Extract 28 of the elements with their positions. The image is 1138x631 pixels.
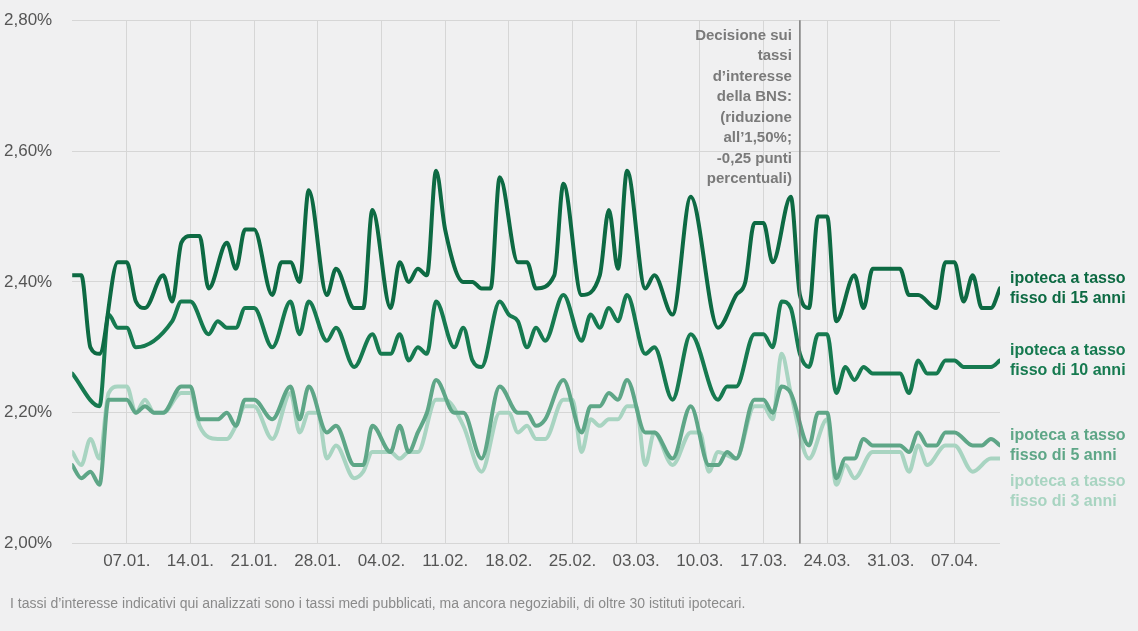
y-tick-label: 2,80% xyxy=(4,9,53,29)
x-tick-label: 18.02. xyxy=(485,551,533,571)
x-tick-label: 17.03. xyxy=(739,551,788,571)
x-tick-label: 31.03. xyxy=(867,551,915,571)
line-series xyxy=(72,378,1000,487)
series-label: ipoteca a tasso fisso di 5 anni xyxy=(1010,425,1126,463)
x-tick-label: 21.01. xyxy=(230,551,278,571)
x-tick-label: 24.03. xyxy=(803,551,851,571)
x-tick-label: 25.02. xyxy=(548,551,597,571)
y-tick-label: 2,60% xyxy=(4,140,53,160)
line-series xyxy=(72,292,1000,409)
text: I tassi d’interesse indicativi qui analizzati sono i tassi medi pubblicati, ma ancora negoziabili, di oltre 30 istituti ipotecari. xyxy=(10,594,747,612)
x-tick-label: 11.02. xyxy=(422,551,469,571)
line-series xyxy=(72,168,1000,356)
series-label: ipoteca a tasso fisso di 15 anni xyxy=(1010,268,1126,306)
x-tick-label: 07.01. xyxy=(103,551,151,571)
y-tick-label: 2,00% xyxy=(4,533,53,553)
x-tick-label: 10.03. xyxy=(676,551,724,571)
ref-line-label: Decisione sui tassi d’interesse della BNS: (riduzione all’1,50%; -0,25 punti percentuali) xyxy=(695,25,792,187)
series-label: ipoteca a tasso fisso di 3 anni xyxy=(1010,471,1126,509)
series-label: ipoteca a tasso fisso di 10 anni xyxy=(1010,340,1126,378)
x-tick-label: 07.04. xyxy=(930,551,979,571)
y-tick-label: 2,40% xyxy=(4,271,53,291)
x-tick-label: 03.03. xyxy=(612,551,660,571)
x-tick-label: 14.01. xyxy=(166,551,215,571)
x-tick-label: 28.01. xyxy=(294,551,342,571)
y-tick-label: 2,20% xyxy=(4,402,53,422)
x-tick-label: 04.02. xyxy=(357,551,406,571)
